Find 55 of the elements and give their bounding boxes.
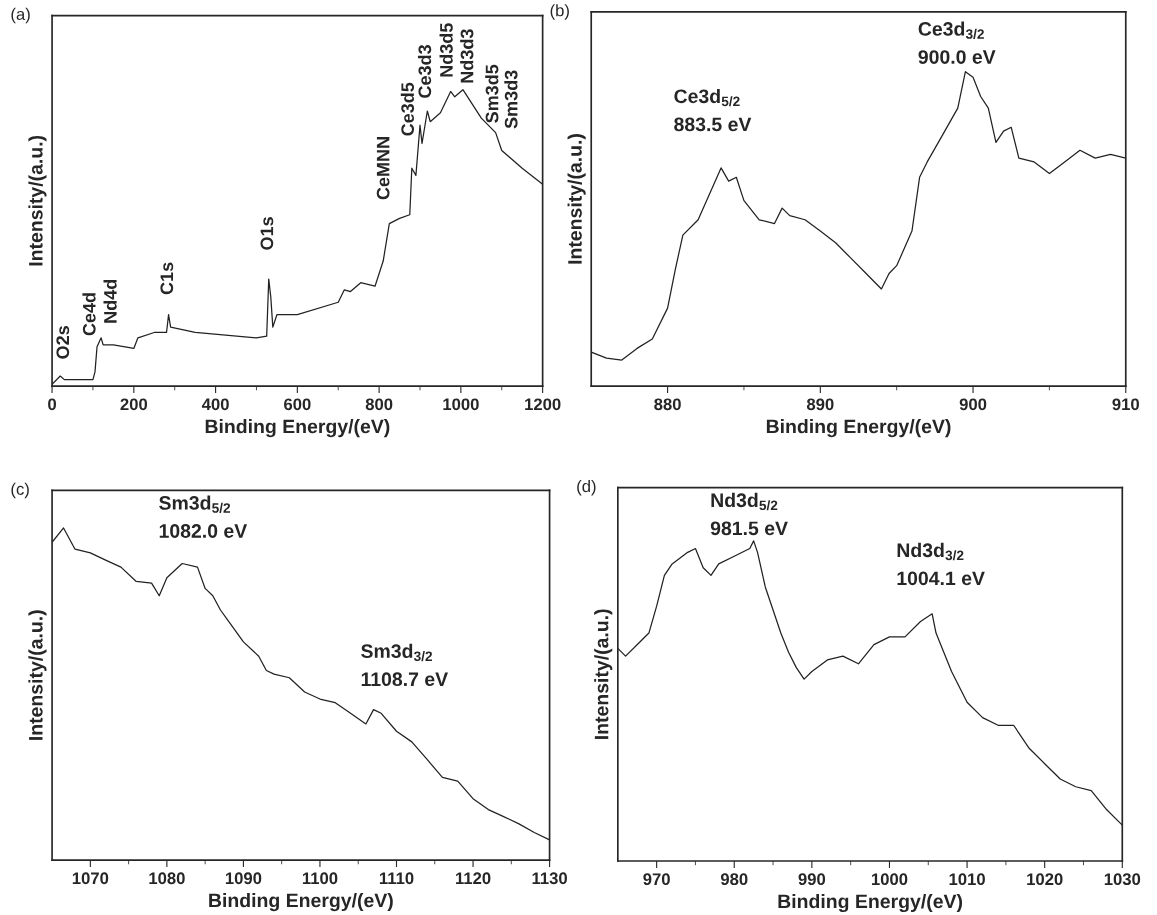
x-tick-label: 970 — [643, 873, 670, 886]
annotation: Ce3d5 — [400, 82, 415, 136]
text: Nd3d$_{5/2}$ 981.5 eV — [710, 492, 788, 536]
x-tick-label: 400 — [201, 398, 229, 411]
x-axis-title: Binding Energy/(eV) — [778, 893, 963, 913]
x-tick-label: 800 — [365, 398, 393, 411]
text: Nd3d3 — [460, 29, 474, 83]
x-tick-label: 1000 — [871, 873, 908, 886]
annotation: Sm3d5 — [485, 64, 499, 123]
annotation: Nd4d — [103, 279, 117, 323]
chart-title: (b) — [550, 4, 569, 20]
annotation: Sm3d3 — [504, 70, 518, 129]
x-tick-label: 910 — [1112, 398, 1139, 411]
x-tick-label: 1070 — [72, 872, 109, 885]
chart-title: (d) — [577, 479, 596, 496]
x-tick-label: 1090 — [225, 872, 262, 885]
x-tick-label: 900 — [959, 398, 987, 411]
chart-title: (c) — [11, 482, 29, 499]
y-axis-title: Intensity/(a.u.) — [594, 609, 613, 739]
annotation: O2s — [56, 326, 70, 359]
y-axis-title: Intensity/(a.u.) — [28, 610, 47, 740]
x-tick-label: 1010 — [949, 873, 985, 886]
x-tick-label: 200 — [120, 398, 148, 411]
x-tick-label: 1020 — [1027, 873, 1063, 886]
x-tick-label: 1200 — [525, 398, 561, 411]
annotation: Ce3d3 — [417, 45, 432, 98]
text: Nd3d5 — [439, 23, 453, 77]
x-tick-label: 890 — [806, 398, 834, 411]
x-tick-label: 0 — [48, 398, 57, 411]
y-axis-title: Intensity/(a.u.) — [28, 135, 47, 266]
x-axis-title: Binding Energy/(eV) — [766, 419, 951, 438]
annotation: O1s — [260, 217, 274, 250]
text: Ce3d$_{3/2}$ 900.0 eV — [918, 21, 996, 64]
annotation: Nd3d$_{3/2}$ 1004.1 eV — [897, 542, 985, 586]
annotation: CeMNN — [376, 137, 390, 200]
annotation: Sm3d$_{3/2}$ 1108.7 eV — [361, 643, 448, 687]
x-axis-title: Binding Energy/(eV) — [209, 893, 393, 912]
chart-title: (a) — [11, 7, 30, 24]
y-axis-title: Intensity/(a.u.) — [567, 134, 586, 264]
annotation: Ce4d — [82, 293, 96, 336]
x-axis-title: Binding Energy/(eV) — [205, 419, 390, 438]
x-tick-label: 1120 — [456, 872, 491, 885]
annotation: C1s — [160, 262, 174, 295]
x-tick-label: 1110 — [379, 872, 414, 885]
x-tick-label: 1030 — [1104, 873, 1141, 886]
x-tick-label: 980 — [720, 873, 748, 886]
x-tick-label: 990 — [798, 873, 826, 886]
annotation: Ce3d$_{5/2}$ 883.5 eV — [674, 88, 752, 132]
x-tick-label: 1100 — [302, 872, 338, 885]
x-tick-label: 600 — [284, 398, 311, 411]
x-tick-label: 880 — [654, 398, 681, 411]
x-tick-label: 1130 — [532, 872, 567, 885]
annotation: Sm3d$_{5/2}$ 1082.0 eV — [159, 495, 248, 538]
x-tick-label: 1080 — [149, 872, 185, 885]
x-tick-label: 1000 — [443, 398, 479, 411]
